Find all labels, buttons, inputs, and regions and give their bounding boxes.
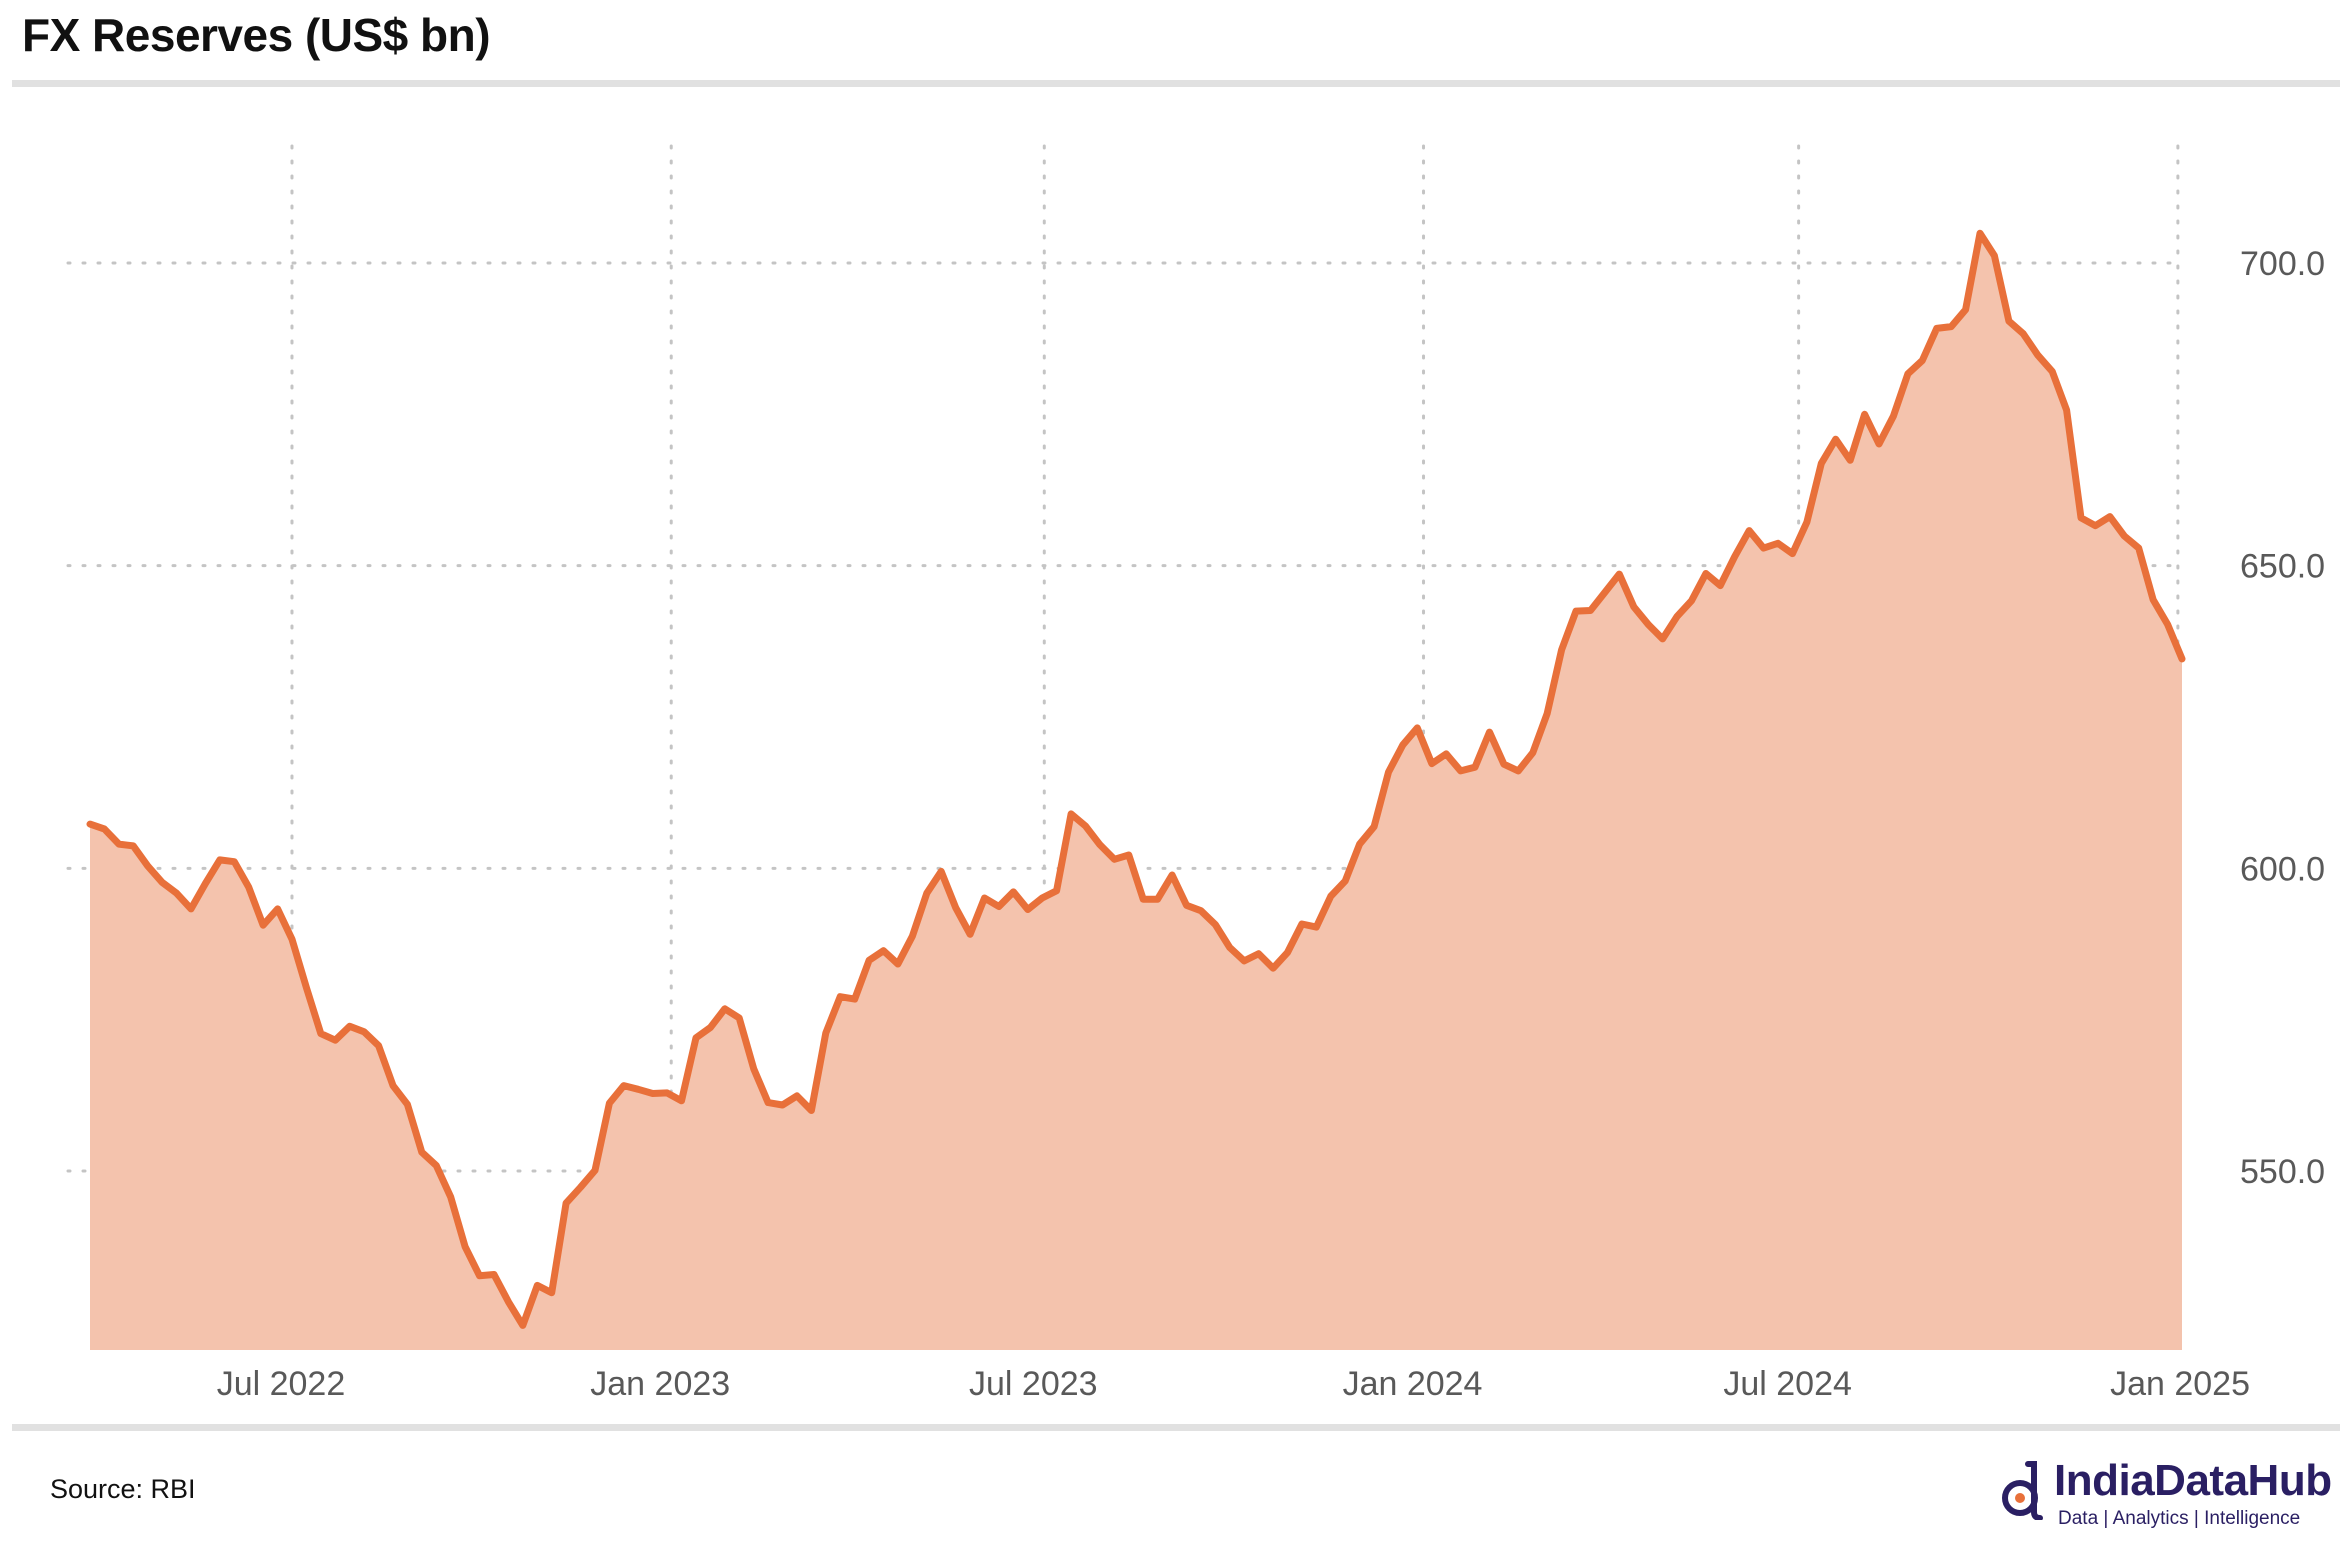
x-tick-label: Jan 2025 [2110, 1365, 2250, 1403]
header-divider [12, 80, 2340, 87]
x-tick-label: Jul 2024 [1723, 1365, 1852, 1403]
y-tick-label: 550.0 [2240, 1153, 2325, 1191]
x-tick-label: Jan 2023 [590, 1365, 730, 1403]
indiadatahub-logo: IndiaDataHub Data | Analytics | Intellig… [1998, 1456, 2338, 1530]
x-tick-label: Jan 2024 [1343, 1365, 1483, 1403]
source-note: Source: RBI [50, 1474, 196, 1504]
y-axis-tick-labels: 550.0 600.0 650.0 700.0 [2240, 245, 2325, 1191]
reserves-line [86, 229, 2186, 1329]
x-axis-tick-labels: Jul 2022 Jan 2023 Jul 2023 Jan 2024 Jul 2024… [217, 1365, 2250, 1403]
y-tick-label: 700.0 [2240, 245, 2325, 283]
chart-title: FX Reserves (US$ bn) [22, 9, 491, 61]
x-tick-label: Jul 2023 [969, 1365, 1098, 1403]
y-tick-label: 600.0 [2240, 850, 2325, 888]
reserves-area-fill [90, 233, 2182, 1350]
x-tick-label: Jul 2022 [217, 1365, 346, 1403]
brand-tagline: Data | Analytics | Intelligence [2058, 1508, 2301, 1529]
footer-divider [12, 1424, 2340, 1431]
brand-name: IndiaDataHub [2054, 1456, 2332, 1505]
y-tick-label: 650.0 [2240, 548, 2325, 586]
indiadatahub-logo-icon [2002, 1461, 2043, 1520]
